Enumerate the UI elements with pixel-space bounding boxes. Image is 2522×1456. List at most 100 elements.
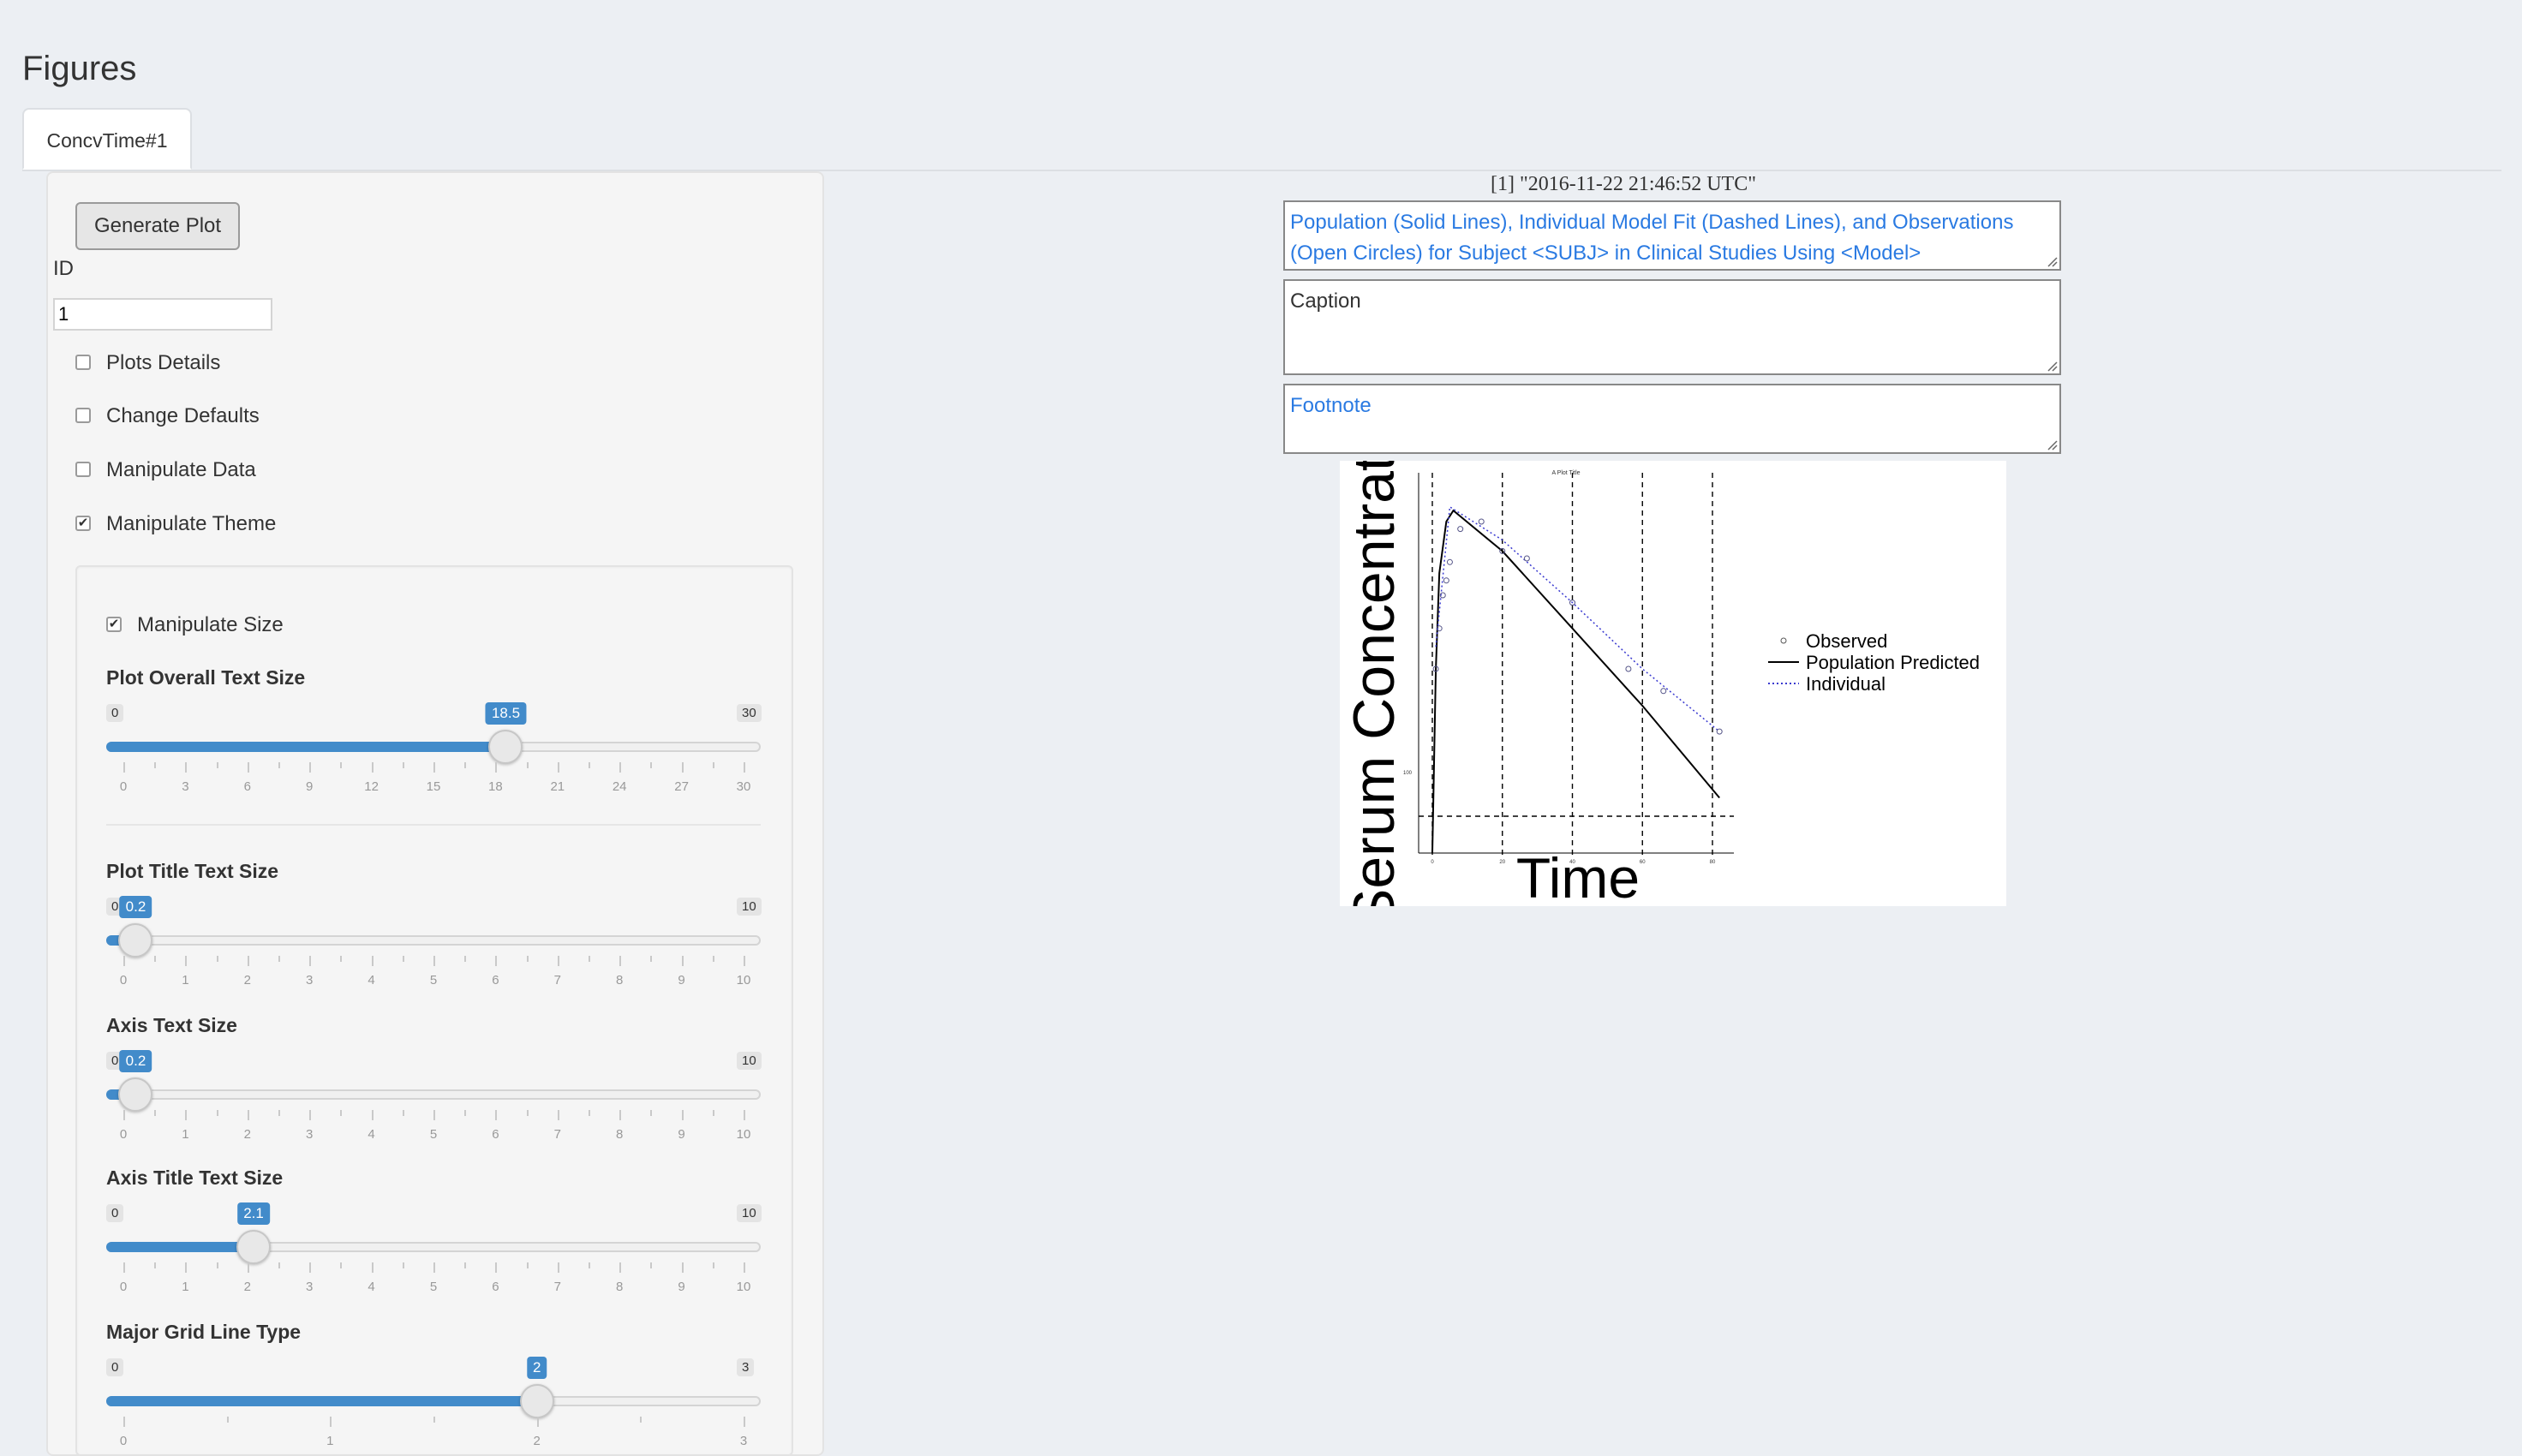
resize-grip-icon[interactable] bbox=[2046, 360, 2058, 372]
slider-tick bbox=[495, 956, 498, 966]
slider-tick bbox=[402, 956, 404, 962]
legend-observed: Observed bbox=[1806, 630, 1887, 652]
slider-fill bbox=[106, 1242, 254, 1252]
manipulate-size-checkbox[interactable]: ✔ bbox=[106, 617, 122, 632]
slider-tick bbox=[557, 956, 559, 966]
slider-ticks: 0 1 2 3 bbox=[120, 1417, 748, 1451]
slider-tick-label: 7 bbox=[553, 1280, 561, 1294]
slider-value-badge: 2.1 bbox=[237, 1202, 270, 1225]
slider-fill bbox=[106, 1396, 537, 1406]
slider-ticks: 0 1 2 3 4 5 6 7 8 9 10 bbox=[119, 956, 750, 990]
slider-tick bbox=[402, 1262, 404, 1268]
plot-small-title: A Plot Title bbox=[1551, 470, 1580, 476]
slider-tick bbox=[154, 1110, 157, 1116]
slider-tick-label: 3 bbox=[739, 1434, 748, 1448]
caption-text: Caption bbox=[1290, 289, 1361, 313]
checkbox-label: Change Defaults bbox=[106, 404, 260, 427]
slider-tick bbox=[309, 1262, 312, 1273]
slider-tick-label: 0 bbox=[119, 1127, 128, 1142]
slider-tick bbox=[340, 1110, 343, 1116]
slider-tick bbox=[340, 1262, 343, 1268]
slider-tick-label: 30 bbox=[736, 779, 751, 794]
slider-tick-label: 4 bbox=[368, 973, 375, 988]
slider-tick bbox=[247, 762, 249, 773]
slider-tick-label: 5 bbox=[429, 1280, 438, 1294]
slider-tick-label: 3 bbox=[182, 779, 189, 794]
slider-track[interactable] bbox=[106, 935, 761, 946]
caption-field[interactable]: Caption bbox=[1283, 279, 2061, 375]
generate-plot-button[interactable]: Generate Plot bbox=[75, 202, 240, 250]
slider-tick bbox=[495, 1262, 498, 1273]
slider-handle[interactable] bbox=[488, 730, 523, 764]
slider-value-badge: 0.2 bbox=[119, 1050, 152, 1072]
slider-tick bbox=[185, 1110, 188, 1120]
slider-tick-label: 0 bbox=[119, 1280, 128, 1294]
slider-tick bbox=[712, 1262, 714, 1268]
slider-tick bbox=[681, 956, 684, 966]
y-axis-label: Serum Concentrat bbox=[1342, 461, 1407, 906]
slider-tick bbox=[495, 762, 498, 773]
observed-point bbox=[1443, 577, 1449, 584]
x-tick-label: 0 bbox=[1431, 860, 1434, 865]
slider-tick bbox=[464, 762, 467, 768]
observed-point bbox=[1625, 665, 1632, 672]
slider-tick bbox=[681, 762, 684, 773]
checkbox-change-defaults[interactable] bbox=[75, 408, 91, 423]
slider-tick bbox=[402, 1110, 404, 1116]
checkbox-label: Manipulate Data bbox=[106, 458, 256, 481]
slider-tick bbox=[650, 1262, 653, 1268]
resize-grip-icon[interactable] bbox=[2046, 439, 2058, 451]
slider-handle[interactable] bbox=[519, 1384, 554, 1418]
slider-tick-label: 3 bbox=[306, 1280, 314, 1294]
checkbox-label: Plots Details bbox=[106, 351, 221, 374]
resize-grip-icon[interactable] bbox=[2046, 255, 2058, 267]
slider-tick bbox=[226, 1417, 229, 1423]
observed-point bbox=[1660, 688, 1667, 695]
slider-tick bbox=[216, 1110, 218, 1116]
checkbox-manipulate-data[interactable] bbox=[75, 462, 91, 477]
slider-tick bbox=[650, 1110, 653, 1116]
checkbox-manipulate-theme[interactable]: ✔ bbox=[75, 516, 91, 531]
footnote-text: Footnote bbox=[1290, 394, 1372, 417]
slider-tick bbox=[619, 956, 622, 966]
slider-tick-label: 9 bbox=[678, 1280, 685, 1294]
slider-handle[interactable] bbox=[118, 923, 153, 958]
slider-handle[interactable] bbox=[236, 1230, 272, 1264]
manipulate-size-label: Manipulate Size bbox=[137, 613, 284, 636]
slider-tick bbox=[433, 1110, 435, 1120]
slider-tick bbox=[650, 956, 653, 962]
slider-tick bbox=[640, 1417, 642, 1423]
slider-tick-label: 15 bbox=[426, 779, 441, 794]
slider-tick bbox=[464, 1110, 467, 1116]
tab-concvtime-1[interactable]: ConcvTime#1 bbox=[22, 108, 192, 170]
slider-tick bbox=[712, 1110, 714, 1116]
x-axis-label: Time bbox=[1516, 846, 1640, 906]
slider-tick bbox=[526, 956, 529, 962]
slider-tick bbox=[216, 1262, 218, 1268]
slider-max: 10 bbox=[737, 898, 762, 916]
checkbox-label: Manipulate Theme bbox=[106, 512, 277, 535]
slider-tick-label: 2 bbox=[243, 1127, 251, 1142]
slider-tick-label: 2 bbox=[533, 1434, 541, 1448]
slider-tick bbox=[744, 762, 745, 773]
slider-tick bbox=[464, 956, 467, 962]
slider-tick-label: 9 bbox=[306, 779, 314, 794]
population-line bbox=[1431, 509, 1720, 854]
slider-tick bbox=[681, 1110, 684, 1120]
slider-tick bbox=[433, 1417, 435, 1423]
id-input[interactable] bbox=[53, 298, 272, 331]
footnote-field[interactable]: Footnote bbox=[1283, 384, 2061, 454]
slider-track[interactable] bbox=[106, 1089, 761, 1100]
slider-tick bbox=[154, 762, 157, 768]
individual-line bbox=[1435, 505, 1720, 732]
slider-tick bbox=[123, 1110, 125, 1120]
slider-tick-label: 0 bbox=[119, 973, 128, 988]
plot-svg: Serum Concentrat A Plot Title Time 100 0… bbox=[1342, 461, 1980, 910]
checkbox-plots-details[interactable] bbox=[75, 355, 91, 370]
plot-title-field[interactable]: Population (Solid Lines), Individual Mod… bbox=[1283, 200, 2061, 271]
slider-tick bbox=[557, 762, 559, 773]
slider-handle[interactable] bbox=[118, 1077, 153, 1112]
slider-tick-label: 6 bbox=[492, 973, 499, 988]
slider-tick bbox=[589, 1262, 590, 1268]
slider-tick-label: 6 bbox=[492, 1280, 499, 1294]
